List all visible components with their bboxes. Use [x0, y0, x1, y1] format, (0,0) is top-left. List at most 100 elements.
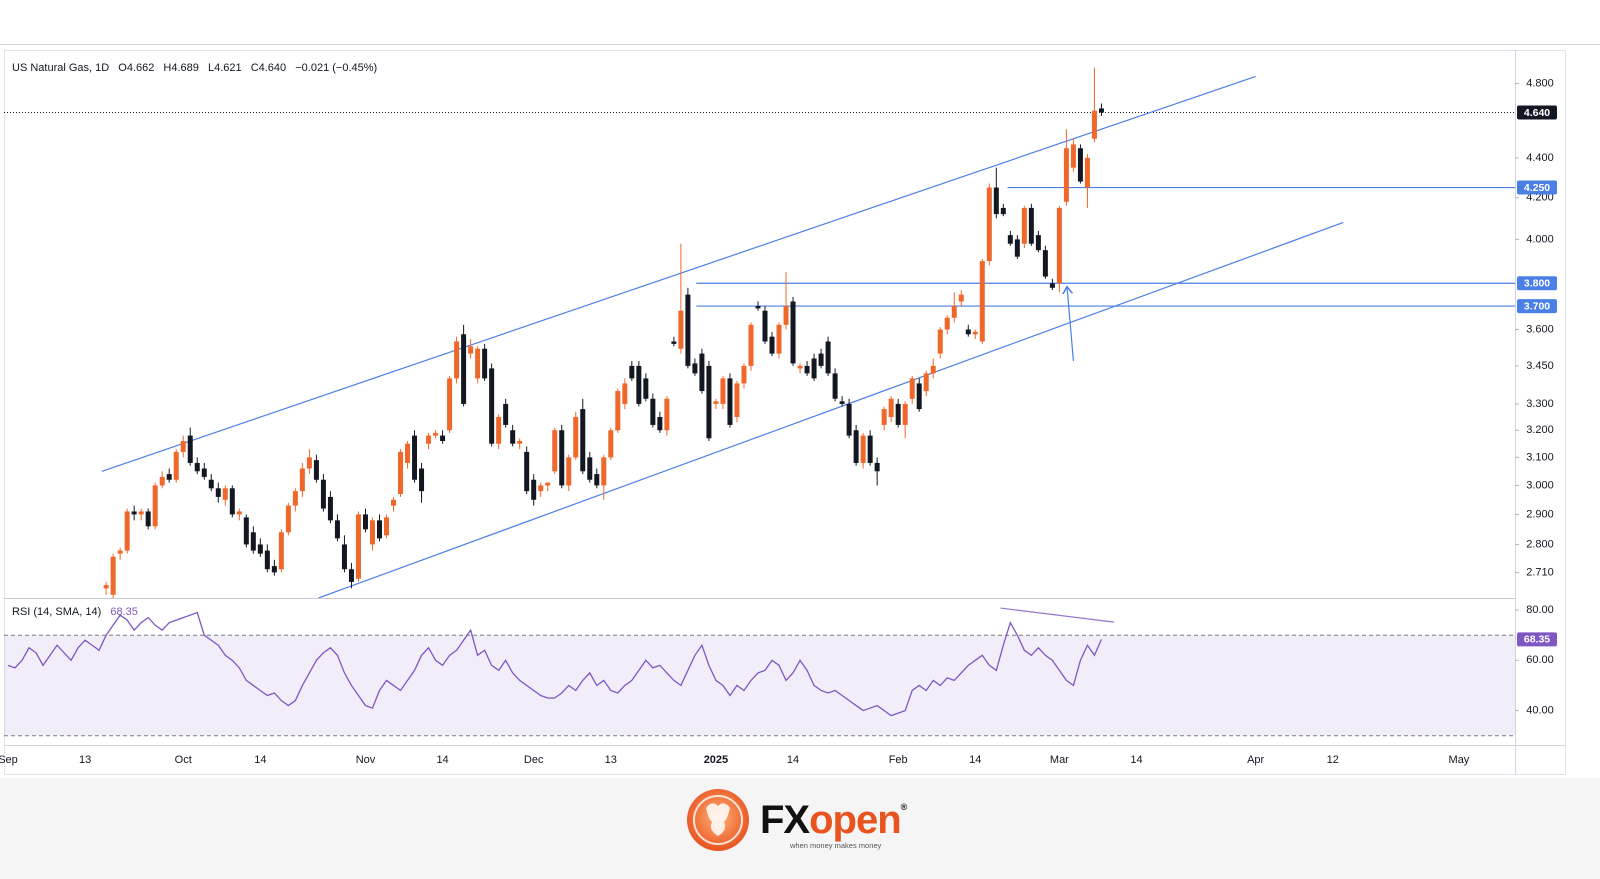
ohlc-low: L4.621	[208, 62, 242, 74]
candle-body	[117, 550, 123, 554]
candle-body	[643, 378, 649, 399]
ohlc-close: C4.640	[251, 62, 286, 74]
x-tick-label: 14	[787, 754, 799, 766]
candle-body	[110, 556, 116, 595]
candle-body	[629, 365, 635, 379]
candle-body	[517, 440, 523, 444]
candle-body	[531, 479, 537, 500]
candle-body	[1007, 235, 1013, 244]
candle-body	[734, 383, 740, 417]
y-tick-label: 2.900	[1526, 508, 1554, 520]
candle-body	[405, 443, 411, 463]
candle-body	[180, 440, 186, 452]
candle-body	[888, 398, 894, 417]
candle-body	[208, 479, 214, 489]
level-label: 4.250	[1524, 182, 1550, 194]
candle-body	[804, 365, 810, 374]
arrow	[1067, 288, 1075, 362]
candle-body	[327, 496, 333, 521]
candle-body	[1042, 250, 1048, 277]
y-tick-label: 40.00	[1526, 704, 1554, 716]
candle-body	[391, 499, 397, 506]
candle-body	[1098, 108, 1104, 113]
level-label-bg	[1517, 276, 1557, 291]
rsi-line	[7, 611, 1103, 717]
candle-body	[874, 462, 880, 472]
candle-body	[264, 550, 270, 570]
candle-body	[384, 517, 390, 536]
candle-body	[419, 468, 425, 492]
candle-body	[152, 485, 158, 527]
candle-body	[923, 373, 929, 392]
candle-body	[797, 365, 803, 369]
candle-body	[776, 324, 782, 354]
candle-body	[271, 566, 277, 573]
candle-body	[622, 383, 628, 404]
candle-body	[1077, 148, 1083, 182]
candle-body	[993, 187, 999, 215]
candle-body	[825, 341, 831, 374]
candle-body	[348, 569, 354, 582]
candle-body	[1091, 110, 1097, 139]
candle-body	[1049, 283, 1055, 288]
candle-body	[1063, 148, 1069, 202]
brand-logo: FXopen® when money makes money	[687, 789, 909, 851]
candle-body	[173, 451, 179, 480]
candle-body	[720, 378, 726, 404]
x-tick-label: Nov	[356, 754, 376, 766]
candle-body	[412, 435, 418, 480]
candle-body	[650, 398, 656, 425]
candle-body	[362, 514, 368, 530]
candle-body	[1000, 207, 1006, 215]
candle-body	[545, 482, 551, 486]
candle-body	[524, 451, 530, 492]
candle-body	[909, 378, 915, 399]
candle-body	[573, 416, 579, 458]
candle-body	[951, 306, 957, 318]
candle-body	[657, 416, 663, 431]
candle-body	[131, 511, 137, 515]
candle-body	[790, 301, 796, 364]
candle-body	[853, 430, 859, 463]
candle-body	[159, 476, 165, 486]
candle-body	[902, 403, 908, 425]
candle-body	[320, 479, 326, 509]
candle-body	[489, 368, 495, 444]
candle-body	[986, 187, 992, 262]
brand-name-open: open	[809, 798, 901, 842]
candle-body	[692, 363, 698, 374]
ohlc-change: −0.021 (−0.45%)	[295, 62, 377, 74]
x-tick-label: 12	[1327, 754, 1339, 766]
x-tick-label: 14	[969, 754, 981, 766]
y-tick-label: 80.00	[1526, 604, 1554, 616]
x-tick-label: 14	[1130, 754, 1142, 766]
rsi-current-label-bg	[1517, 632, 1557, 647]
candle-body	[433, 432, 439, 436]
candle-body	[832, 373, 838, 399]
rsi-current-label: 68.35	[1524, 634, 1550, 646]
candle-body	[685, 294, 691, 366]
candle-body	[201, 468, 207, 477]
candle-body	[930, 365, 936, 374]
candle-body	[895, 403, 901, 425]
candle-body	[818, 353, 824, 366]
rsi-legend: RSI (14, SMA, 14) 68.35	[12, 606, 138, 618]
candle-body	[811, 358, 817, 379]
chart-frame	[4, 50, 1566, 775]
candle-body	[285, 505, 291, 533]
candle-body	[510, 430, 516, 444]
last-price-label-bg	[1517, 105, 1557, 120]
candle-body	[566, 457, 572, 486]
candle-body	[762, 310, 768, 342]
x-tick-label: Mar	[1050, 754, 1069, 766]
y-tick-label: 3.600	[1526, 323, 1554, 335]
candle-body	[398, 451, 404, 495]
candle-body	[1070, 144, 1076, 168]
candle-body	[741, 365, 747, 384]
candle-body	[727, 378, 733, 425]
candle-body	[748, 324, 754, 366]
candle-body	[664, 398, 670, 431]
candle-body	[341, 544, 347, 570]
candle-body	[426, 435, 432, 444]
